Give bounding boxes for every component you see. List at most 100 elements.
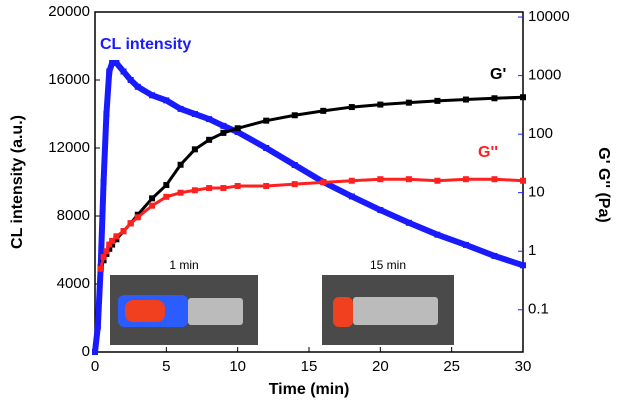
- point: [220, 129, 227, 136]
- series-label: CL intensity: [100, 36, 191, 53]
- point: [177, 105, 184, 112]
- y2-axis-label: G' G'' (Pa): [595, 147, 612, 222]
- point: [462, 96, 469, 103]
- point: [106, 68, 113, 75]
- point: [149, 195, 156, 202]
- point: [462, 176, 469, 183]
- point: [191, 146, 198, 153]
- y2-tick-label: 10000: [528, 8, 570, 25]
- point: [291, 181, 298, 188]
- point: [149, 202, 156, 209]
- x-tick-label: 25: [443, 358, 460, 375]
- point: [109, 237, 116, 244]
- point: [149, 92, 156, 99]
- inset-label: 1 min: [169, 258, 198, 272]
- x-axis-label: Time (min): [269, 381, 350, 398]
- point: [100, 179, 107, 185]
- point: [120, 68, 127, 75]
- point: [434, 97, 441, 104]
- point: [491, 176, 498, 183]
- point: [206, 136, 213, 143]
- point: [434, 177, 441, 184]
- point: [177, 189, 184, 196]
- point: [377, 101, 384, 108]
- point: [263, 117, 270, 124]
- point: [177, 161, 184, 168]
- point: [234, 129, 241, 136]
- point: [206, 185, 213, 192]
- point: [100, 253, 107, 260]
- point: [191, 111, 198, 117]
- point: [377, 207, 384, 214]
- point: [134, 214, 141, 221]
- point: [234, 183, 241, 190]
- point: [127, 220, 134, 227]
- point: [491, 252, 498, 259]
- point: [120, 228, 127, 235]
- series-label: G'': [478, 144, 498, 161]
- series-label: G': [490, 66, 506, 83]
- y-tick-label: 20000: [48, 3, 90, 20]
- point: [220, 122, 227, 129]
- point: [127, 77, 134, 83]
- point: [94, 323, 101, 330]
- point: [320, 107, 327, 114]
- point: [462, 241, 469, 248]
- y-tick-label: 8000: [57, 207, 90, 224]
- point: [291, 162, 298, 168]
- y-tick-label: 0: [82, 343, 90, 360]
- series-line: [92, 60, 524, 353]
- series-line: [99, 177, 524, 270]
- tube: [353, 297, 438, 325]
- y-tick-label: 4000: [57, 275, 90, 292]
- point: [163, 193, 170, 200]
- point: [520, 177, 526, 184]
- x-tick-label: 30: [515, 358, 532, 375]
- point: [520, 94, 526, 101]
- point: [191, 187, 198, 194]
- inset-label: 15 min: [370, 258, 406, 272]
- point: [520, 262, 526, 269]
- point: [234, 125, 241, 132]
- point: [113, 233, 120, 240]
- glow-core: [125, 300, 165, 322]
- point: [103, 111, 110, 117]
- y2-tick-label: 0.1: [528, 301, 549, 318]
- point: [405, 219, 412, 226]
- glow: [333, 297, 353, 327]
- point: [291, 112, 298, 119]
- point: [405, 99, 412, 106]
- point: [92, 349, 98, 355]
- y-tick-label: 16000: [48, 71, 90, 88]
- point: [97, 265, 104, 272]
- point: [263, 183, 270, 190]
- x-tick-label: 20: [372, 358, 389, 375]
- point: [109, 60, 116, 66]
- point: [348, 193, 355, 200]
- point: [134, 83, 141, 90]
- y2-tick-label: 10: [528, 184, 545, 201]
- point: [113, 60, 120, 66]
- x-tick-label: 10: [229, 358, 246, 375]
- tube: [188, 298, 243, 325]
- point: [377, 176, 384, 183]
- point: [348, 104, 355, 111]
- x-tick-label: 15: [301, 358, 318, 375]
- point: [220, 185, 227, 192]
- x-tick-label: 0: [91, 358, 99, 375]
- y2-tick-label: 100: [528, 125, 553, 142]
- point: [163, 182, 170, 189]
- y2-tick-label: 1000: [528, 67, 561, 84]
- y2-tick-label: 1: [528, 242, 536, 259]
- point: [263, 145, 270, 151]
- point: [434, 231, 441, 238]
- point: [206, 116, 213, 123]
- point: [491, 95, 498, 102]
- point: [405, 176, 412, 183]
- y-tick-label: 12000: [48, 139, 90, 156]
- y-axis-label: CL intensity (a.u.): [9, 115, 26, 249]
- point: [103, 248, 110, 255]
- point: [163, 97, 170, 104]
